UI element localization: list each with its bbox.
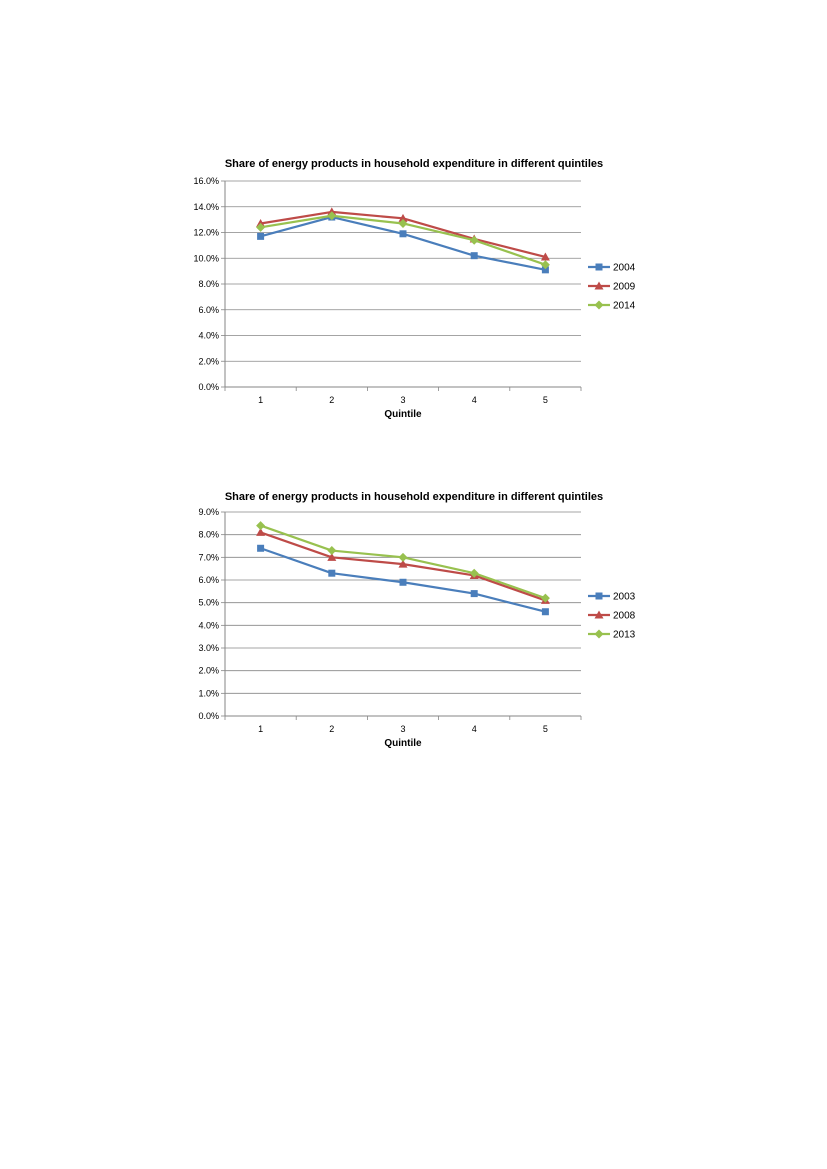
y-tick-label: 7.0% <box>198 552 219 562</box>
x-tick-label: 2 <box>329 395 334 405</box>
data-point-2004 <box>470 252 478 260</box>
y-tick-label: 8.0% <box>198 530 219 540</box>
data-point-2003 <box>399 578 407 586</box>
legend-label: 2014 <box>613 301 636 312</box>
data-point-2004 <box>257 232 265 240</box>
y-tick-label: 2.0% <box>198 666 219 676</box>
data-point-2013 <box>469 568 479 578</box>
y-tick-label: 4.0% <box>198 331 219 341</box>
legend-label: 2004 <box>613 263 636 274</box>
legend-marker <box>594 610 604 619</box>
data-point-2014 <box>540 260 550 270</box>
legend-label: 2003 <box>613 592 636 603</box>
x-tick-label: 2 <box>329 724 334 734</box>
x-tick-label: 4 <box>472 724 477 734</box>
y-tick-label: 1.0% <box>198 688 219 698</box>
legend-label: 2009 <box>613 282 636 293</box>
x-tick-label: 5 <box>543 724 548 734</box>
x-tick-label: 3 <box>400 724 405 734</box>
data-point-2009 <box>398 213 408 222</box>
y-tick-label: 6.0% <box>198 575 219 585</box>
data-point-2013 <box>398 552 408 562</box>
x-axis-label: Quintile <box>384 738 422 749</box>
x-tick-label: 1 <box>258 724 263 734</box>
legend-marker <box>594 281 604 290</box>
legend-marker <box>595 263 603 271</box>
line-chart-svg: Share of energy products in household ex… <box>198 491 636 749</box>
line-chart-svg: Share of energy products in household ex… <box>193 158 636 420</box>
y-tick-label: 2.0% <box>198 356 219 366</box>
data-point-2014 <box>327 211 337 221</box>
y-tick-label: 9.0% <box>198 507 219 517</box>
data-point-2014 <box>469 235 479 245</box>
data-point-2008 <box>327 552 337 561</box>
y-tick-label: 6.0% <box>198 305 219 315</box>
y-tick-label: 10.0% <box>193 253 219 263</box>
y-tick-label: 14.0% <box>193 202 219 212</box>
y-tick-label: 8.0% <box>198 279 219 289</box>
x-tick-label: 3 <box>400 395 405 405</box>
data-point-2003 <box>541 608 549 616</box>
x-tick-label: 5 <box>543 395 548 405</box>
data-point-2013 <box>327 546 337 556</box>
data-point-2004 <box>399 230 407 238</box>
data-point-2008 <box>256 527 266 536</box>
y-tick-label: 4.0% <box>198 620 219 630</box>
data-point-2014 <box>398 218 408 228</box>
data-point-2004 <box>541 266 549 274</box>
y-tick-label: 5.0% <box>198 598 219 608</box>
data-point-2013 <box>540 593 550 603</box>
data-point-2003 <box>328 569 336 577</box>
y-tick-label: 16.0% <box>193 176 219 186</box>
y-tick-label: 0.0% <box>198 711 219 721</box>
data-point-2014 <box>256 222 266 232</box>
data-point-2013 <box>256 521 266 531</box>
data-point-2009 <box>540 252 550 261</box>
chart-energy-share-2004-2014: Share of energy products in household ex… <box>0 150 827 430</box>
data-point-2003 <box>470 590 478 598</box>
legend-label: 2008 <box>613 611 636 622</box>
data-point-2003 <box>257 544 265 552</box>
legend-marker <box>595 592 603 600</box>
chart-title: Share of energy products in household ex… <box>225 158 603 170</box>
x-tick-label: 1 <box>258 395 263 405</box>
y-tick-label: 12.0% <box>193 228 219 238</box>
legend-marker <box>594 300 604 310</box>
legend-label: 2013 <box>613 630 636 641</box>
data-point-2008 <box>398 559 408 568</box>
y-tick-label: 0.0% <box>198 382 219 392</box>
chart-title: Share of energy products in household ex… <box>225 491 603 503</box>
x-axis-label: Quintile <box>384 409 422 420</box>
y-tick-label: 3.0% <box>198 643 219 653</box>
x-tick-label: 4 <box>472 395 477 405</box>
legend-marker <box>594 629 604 639</box>
chart-energy-share-2003-2013: Share of energy products in household ex… <box>0 485 827 760</box>
